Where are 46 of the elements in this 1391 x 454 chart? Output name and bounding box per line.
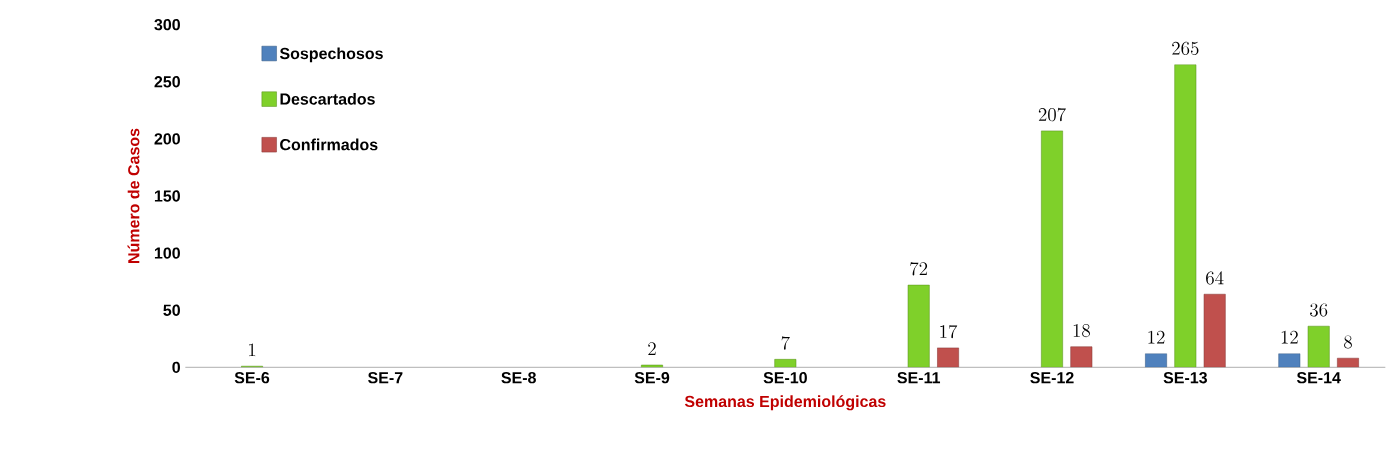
data-label: 2 [648, 342, 656, 356]
data-label: 12 [1148, 330, 1165, 344]
data-label: 17 [940, 324, 958, 339]
bar [1203, 293, 1226, 368]
x-tick-label: SE-12 [1030, 372, 1074, 384]
bar [1278, 353, 1301, 368]
data-label: 8 [1344, 335, 1352, 349]
x-axis-title: Semanas Epidemiológicas [684, 395, 886, 411]
bar [641, 364, 663, 368]
y-tick-label: 50 [163, 304, 180, 316]
y-tick-label: 100 [154, 247, 180, 259]
bar [1174, 64, 1197, 368]
x-tick-label: SE-10 [763, 372, 807, 384]
bar [774, 359, 797, 368]
data-label: 12 [1281, 330, 1298, 344]
data-label: 18 [1073, 323, 1090, 338]
x-tick-label: SE-11 [897, 372, 941, 384]
data-label: 64 [1206, 271, 1224, 285]
bar [1041, 130, 1063, 368]
y-tick-label: 250 [154, 76, 180, 88]
legend-label: Descartados [280, 93, 375, 105]
y-tick-label: 150 [154, 190, 180, 202]
x-tick-label: SE-8 [501, 372, 536, 384]
y-axis-title: Número de Casos [127, 128, 140, 263]
x-tick-label: SE-14 [1296, 372, 1341, 384]
y-tick-label: 300 [154, 19, 180, 31]
data-label: 36 [1310, 303, 1328, 317]
data-label: 1 [249, 343, 256, 357]
bar [1070, 346, 1093, 368]
x-tick-label: SE-9 [634, 372, 670, 384]
bar [1145, 353, 1167, 368]
data-label: 72 [910, 262, 928, 276]
x-tick-label: SE-7 [368, 372, 403, 384]
bar [1337, 357, 1359, 368]
bar [1307, 325, 1330, 368]
data-label: 207 [1038, 107, 1066, 122]
data-label: 265 [1172, 41, 1199, 55]
legend-label: Sospechosos [279, 47, 383, 63]
legend-label: Confirmados [280, 138, 378, 151]
x-tick-label: SE-6 [234, 372, 270, 384]
data-label: 7 [781, 336, 790, 350]
x-tick-label: SE-13 [1163, 372, 1207, 384]
y-tick-label: 200 [154, 133, 180, 145]
bar [937, 347, 959, 368]
y-tick-label: 0 [172, 361, 180, 373]
bar [907, 284, 930, 368]
